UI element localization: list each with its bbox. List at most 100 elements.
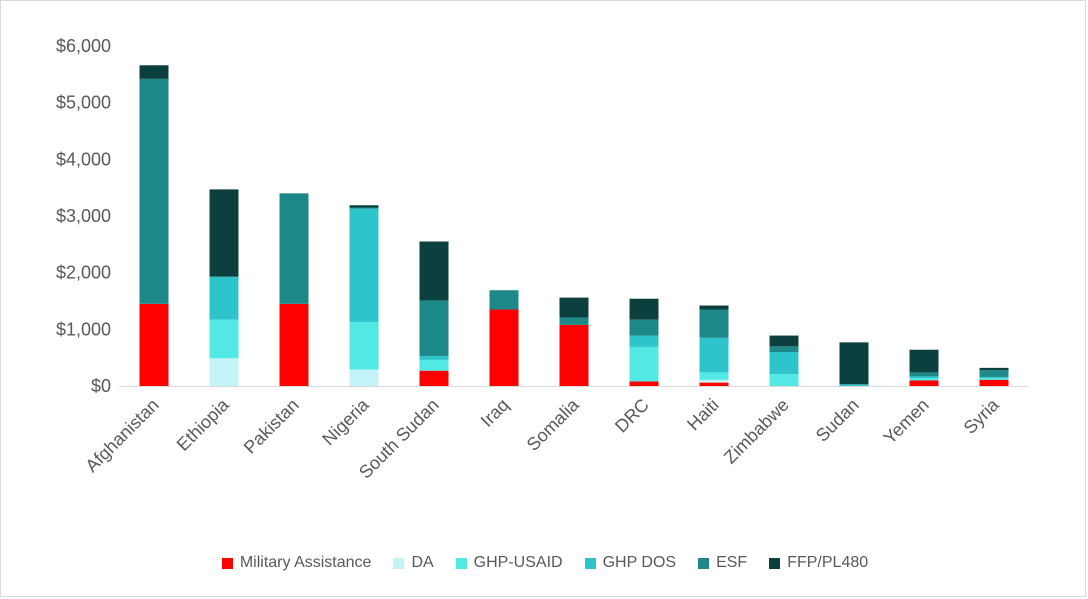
bar-segment-ffp-pl480 [839,342,869,385]
x-tick-label: Somalia [523,394,584,455]
bar-segment-ghp-dos [419,355,449,360]
legend-swatch [584,557,596,569]
legend-swatch [393,557,405,569]
bar-stack-sudan [839,342,869,386]
y-tick-label: $6,000 [56,36,111,56]
bar-segment-da [349,369,379,386]
bar-segment-esf [559,317,589,325]
legend-swatch [221,557,233,569]
legend-label: DA [411,554,434,571]
bar-stack-yemen [909,349,939,386]
bar-segment-ghp-dos [839,384,869,386]
bar-segment-military-assistance [909,380,939,386]
x-tick-label: Yemen [880,395,933,448]
bars [139,65,1009,386]
bar-segment-esf [419,300,449,356]
bar-stack-afghanistan [139,65,169,386]
bar-segment-ghp-dos [979,376,1009,379]
x-tick-label: Haiti [683,395,723,435]
x-tick-label: Nigeria [318,394,373,449]
bar-segment-esf [279,193,309,304]
bar-segment-ffp-pl480 [699,305,729,310]
bar-segment-military-assistance [699,382,729,386]
bar-segment-esf [349,207,379,209]
bar-segment-da [699,379,729,383]
y-tick-label: $3,000 [56,206,111,226]
bar-segment-military-assistance [139,303,169,386]
bar-segment-military-assistance [559,324,589,386]
bar-segment-ghp-dos [209,276,239,320]
legend-label: FFP/PL480 [787,554,869,571]
bar-stack-drc [629,298,659,386]
x-tick-label: Ethiopia [173,394,234,455]
bar-segment-military-assistance [489,309,519,386]
bar-segment-ghp-dos [629,335,659,347]
x-tick-label: DRC [611,395,653,437]
x-tick-label: Afghanistan [81,395,162,476]
bar-segment-ghp-dos [349,208,379,322]
legend-item: ESF [698,554,747,572]
bar-segment-esf [769,346,799,352]
legend-item: Military Assistance [221,554,372,572]
x-axis: Afghanistan Ethiopia Pakistan NigeriaSouth … [81,386,1029,482]
y-tick-label: $5,000 [56,93,111,113]
bar-segment-ghp-usaid [769,374,799,386]
bar-segment-ghp-dos [909,376,939,379]
bar-segment-esf [979,370,1009,377]
bar-stack-nigeria [349,205,379,386]
bar-segment-ghp-usaid [419,359,449,371]
y-axis: $0 $1,000 $2,000 $3,000 $4,000 $5,000 $6,000 [56,36,111,396]
bar-segment-ffp-pl480 [629,298,659,320]
x-tick-label: Zimbabwe [720,395,793,468]
bar-segment-ghp-usaid [979,378,1009,380]
bar-segment-da [209,358,239,386]
bar-stack-south-sudan [419,241,449,386]
bar-stack-haiti [699,305,729,386]
bar-stack-somalia [559,297,589,386]
legend-item: GHP-USAID [455,554,563,572]
bar-segment-esf [909,372,939,377]
y-tick-label: $1,000 [56,319,111,339]
bar-segment-ffp-pl480 [209,189,239,277]
bar-segment-esf [699,309,729,338]
bar-stack-iraq [489,290,519,386]
bar-stack-pakistan [279,193,309,386]
y-tick-label: $0 [91,376,111,396]
bar-segment-ffp-pl480 [769,335,799,347]
bar-segment-ffp-pl480 [349,205,379,208]
bar-segment-ffp-pl480 [979,367,1009,371]
legend-swatch [455,557,467,569]
bar-segment-esf [489,290,519,310]
bar-stack-ethiopia [209,189,239,386]
legend-label: GHP-USAID [473,554,563,571]
chart-legend: Military Assistance DA GHP-USAID GHP DOS ESF… [1,554,1088,572]
legend-label: GHP DOS [602,554,677,571]
x-tick-label: Syria [960,394,1004,438]
bar-segment-military-assistance [629,381,659,386]
bar-segment-ghp-dos [769,352,799,375]
bar-segment-ffp-pl480 [909,349,939,373]
legend-swatch [769,557,781,569]
bar-segment-military-assistance [419,370,449,386]
stacked-bar-chart: $0 $1,000 $2,000 $3,000 $4,000 $5,000 $6,000 A… [56,36,1029,482]
legend-swatch [698,557,710,569]
legend-label: Military Assistance [239,554,372,571]
legend-item: GHP DOS [584,554,677,572]
bar-segment-ghp-usaid [629,346,659,382]
legend-item: DA [393,554,434,572]
x-tick-label: Iraq [477,395,513,431]
bar-segment-ghp-usaid [349,321,379,370]
bar-segment-ghp-usaid [209,319,239,359]
bar-segment-ghp-usaid [909,378,939,381]
bar-segment-ghp-usaid [699,372,729,380]
bar-segment-ffp-pl480 [139,65,169,79]
legend-item: FFP/PL480 [769,554,868,572]
bar-segment-esf [629,319,659,336]
x-tick-label: Sudan [812,395,863,446]
y-tick-label: $4,000 [56,149,111,169]
y-tick-label: $2,000 [56,263,111,283]
legend-label: ESF [716,554,748,571]
bar-segment-military-assistance [979,379,1009,386]
bar-segment-ffp-pl480 [419,241,449,301]
